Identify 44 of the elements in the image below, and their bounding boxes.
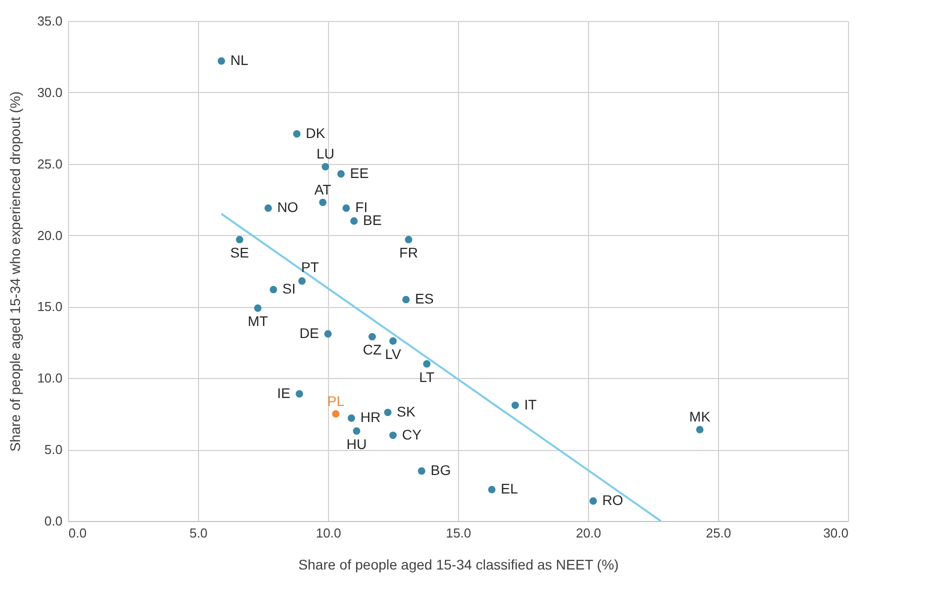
annotation: IT [524,396,538,412]
x-tick-label: 0.0 [68,526,87,540]
annotation: NL [230,52,249,68]
annotation: DK [306,124,326,141]
x-tick-label: 15.0 [446,526,472,540]
x-tick-label: 20.0 [576,526,602,540]
annotation: SK [396,403,416,420]
y-tick-label: 15.0 [37,299,62,314]
annotation: PL [327,392,345,409]
y-tick-label: 30.0 [37,84,62,100]
annotation: AT [314,181,332,198]
annotation: LU [316,146,334,162]
annotation: DE [300,324,319,341]
y-tick-label: 0.0 [44,514,62,528]
y-tick-label: 25.0 [37,156,62,172]
annotation: SE [230,244,249,261]
annotation: RO [602,492,624,508]
annotation: HU [346,436,367,452]
x-tick-label: 25.0 [706,526,732,540]
annotation: NO [277,199,298,216]
annotation: LT [419,368,435,385]
annotation: EE [350,164,369,181]
annotation: ES [415,290,434,307]
annotation: CZ [362,342,382,358]
annotation: CY [402,426,422,442]
y-tick-label: 10.0 [37,370,62,386]
y-tick-label: 35.0 [37,14,62,28]
y-tick-label: 5.0 [44,442,62,458]
y-axis-title: Share of people aged 15-34 who experienced dropout (%) [7,91,24,452]
annotation: MK [689,408,711,425]
annotation: IE [277,384,290,401]
annotation: EL [500,480,518,497]
annotation: MT [248,313,268,330]
x-axis-title: Share of people aged 15-34 classified as NEET (%) [298,556,619,572]
annotation: LV [384,346,402,362]
annotation: SI [282,280,296,297]
annotation: BG [430,462,451,478]
annotation: HR [360,409,381,426]
x-tick-label: 10.0 [316,526,342,540]
x-tick-label: 30.0 [823,526,848,540]
annotation: FR [399,244,418,261]
y-tick-label: 20.0 [37,228,62,243]
x-tick-label: 5.0 [189,526,208,540]
annotation: PT [301,259,320,275]
